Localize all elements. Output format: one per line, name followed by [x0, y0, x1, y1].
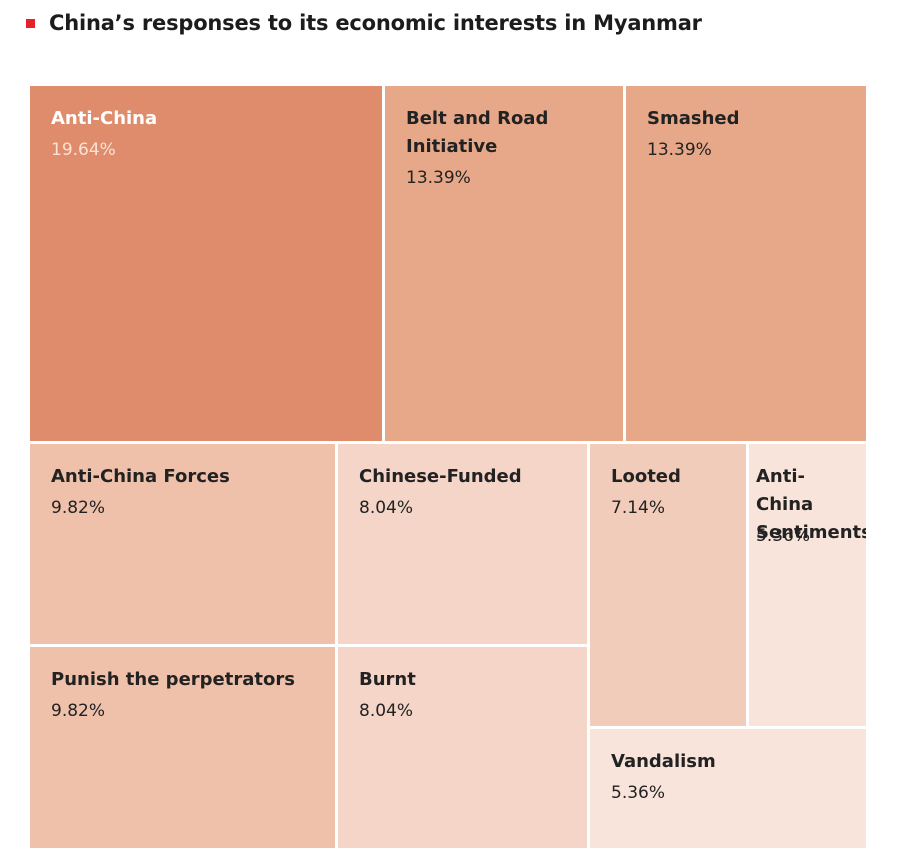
tile-label: Vandalism [611, 751, 716, 772]
treemap-tile-looted: Looted 7.14% [590, 444, 746, 726]
tile-label: Punish the perpetrators [51, 669, 295, 690]
chart-title-row: China’s responses to its economic intere… [26, 8, 702, 38]
title-marker-square [26, 18, 35, 28]
tile-value: 13.39% [647, 140, 712, 160]
tile-label: Smashed [647, 108, 740, 129]
tile-value: 8.04% [359, 701, 414, 721]
tile-label: Looted [611, 466, 681, 487]
tile-value: 8.04% [359, 498, 414, 518]
tile-value: 7.14% [611, 498, 666, 518]
treemap-tile-anti-china-sentiments: Anti-China Sentiments 5.36% [749, 444, 866, 726]
chart-title: China’s responses to its economic intere… [49, 11, 702, 35]
tile-label: Chinese-Funded [359, 466, 522, 487]
tile-label: Anti-China Forces [51, 466, 230, 487]
treemap-tile-punish-the-perpetrators: Punish the perpetrators 9.82% [30, 647, 335, 848]
treemap-tile-chinese-funded: Chinese-Funded 8.04% [338, 444, 587, 644]
treemap-tile-anti-china: Anti-China 19.64% [30, 86, 382, 441]
tile-value: 9.82% [51, 701, 106, 721]
tile-value: 19.64% [51, 140, 116, 160]
tile-label: Anti-China [51, 108, 158, 129]
tile-value: 5.36% [611, 783, 666, 803]
treemap-tile-belt-and-road-initiative: Belt and Road Initiative 13.39% [385, 86, 623, 441]
tile-value: 13.39% [406, 168, 471, 188]
tile-value: 9.82% [51, 498, 106, 518]
tile-label: Belt and Road Initiative [406, 108, 549, 157]
treemap-tile-burnt: Burnt 8.04% [338, 647, 587, 848]
treemap-tile-vandalism: Vandalism 5.36% [590, 729, 866, 848]
treemap-tile-anti-china-forces: Anti-China Forces 9.82% [30, 444, 335, 644]
tile-label: Anti-China Sentiments [756, 466, 866, 543]
tile-label: Burnt [359, 669, 416, 690]
tile-value: 5.36% [756, 526, 811, 546]
treemap-tile-smashed: Smashed 13.39% [626, 86, 866, 441]
